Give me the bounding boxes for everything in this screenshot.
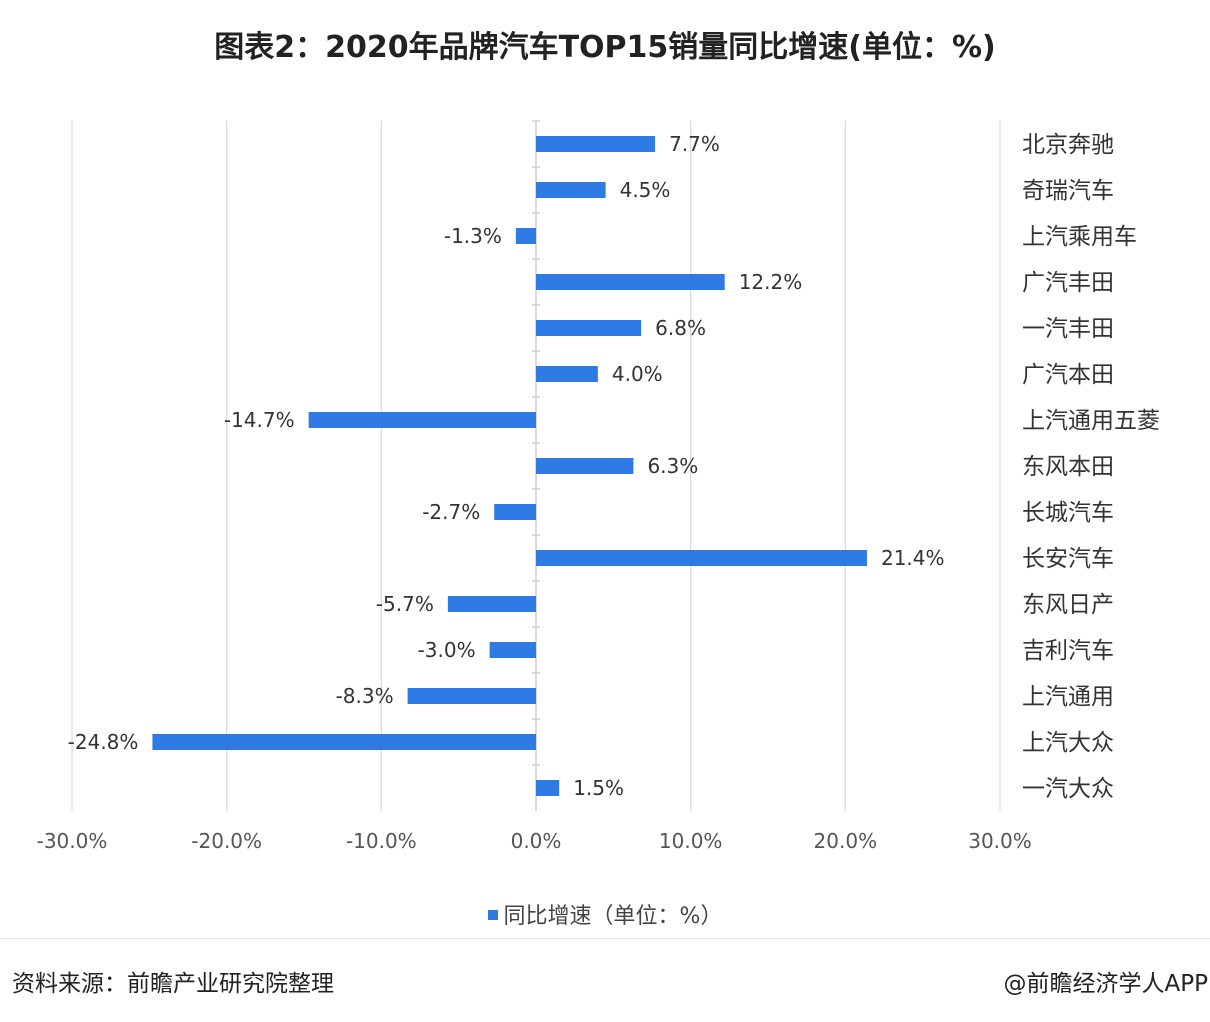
bar (536, 182, 606, 198)
category-label: 北京奔驰 (1022, 132, 1114, 158)
data-label: 21.4% (881, 546, 945, 570)
bar-chart: 7.7% 4.5% -1.3% 12.2% 6.8% 4.0% -14.7% 6.3% -2.7… (37, 120, 1160, 853)
x-tick-labels: -30.0% -20.0% -10.0% 0.0% 10.0% 20.0% 30.0% (37, 829, 1032, 853)
x-tick-label: 20.0% (814, 829, 878, 853)
bar (515, 228, 536, 244)
bar (152, 734, 536, 750)
category-label: 一汽大众 (1022, 776, 1114, 802)
data-labels: 7.7% 4.5% -1.3% 12.2% 6.8% 4.0% -14.7% 6.3% -2.7… (68, 132, 945, 800)
category-label: 奇瑞汽车 (1022, 178, 1114, 204)
x-tick-label: -20.0% (191, 829, 262, 853)
category-label: 东风日产 (1022, 592, 1114, 618)
category-label: 吉利汽车 (1022, 638, 1114, 664)
legend-label: 同比增速（单位：%） (503, 904, 723, 929)
bar (308, 412, 536, 428)
category-label: 广汽本田 (1022, 362, 1114, 388)
x-tick-label: 30.0% (968, 829, 1032, 853)
x-tick-label: 10.0% (659, 829, 723, 853)
bar (494, 504, 536, 520)
data-label: 4.5% (620, 178, 671, 202)
category-label: 上汽通用 (1022, 684, 1114, 710)
category-label: 长城汽车 (1022, 500, 1114, 526)
legend-swatch (487, 910, 498, 920)
x-tick-label: 0.0% (511, 829, 562, 853)
data-label: -2.7% (422, 500, 480, 524)
category-label: 广汽丰田 (1022, 270, 1114, 296)
credit-note: @前瞻经济学人APP (1003, 971, 1208, 997)
bar (536, 550, 867, 566)
bar (447, 596, 536, 612)
data-label: 4.0% (612, 362, 663, 386)
data-label: 6.8% (655, 316, 706, 340)
data-label: -5.7% (376, 592, 434, 616)
footer-divider (0, 938, 1210, 939)
data-label: -24.8% (68, 730, 139, 754)
data-label: -8.3% (336, 684, 394, 708)
bar (536, 366, 598, 382)
x-tick-label: -10.0% (346, 829, 417, 853)
bar (536, 274, 725, 290)
bars (152, 136, 867, 796)
source-note: 资料来源：前瞻产业研究院整理 (12, 971, 334, 997)
legend: 同比增速（单位：%） (0, 898, 1210, 930)
data-label: 7.7% (669, 132, 720, 156)
x-tick-label: -30.0% (37, 829, 108, 853)
category-label: 长安汽车 (1022, 546, 1114, 572)
bar (536, 136, 656, 152)
data-label: 6.3% (647, 454, 698, 478)
data-label: -14.7% (224, 408, 295, 432)
bar (536, 320, 642, 336)
data-label: 1.5% (573, 776, 624, 800)
chart-title: 图表2：2020年品牌汽车TOP15销量同比增速(单位：%) (214, 30, 996, 65)
category-label: 一汽丰田 (1022, 316, 1114, 342)
category-labels: 北京奔驰奇瑞汽车上汽乘用车广汽丰田一汽丰田广汽本田上汽通用五菱东风本田长城汽车长… (1022, 132, 1160, 802)
data-label: 12.2% (739, 270, 803, 294)
category-label: 上汽大众 (1022, 730, 1114, 756)
bar (536, 458, 634, 474)
category-label: 东风本田 (1022, 454, 1114, 480)
data-label: -1.3% (444, 224, 502, 248)
bar (407, 688, 536, 704)
data-label: -3.0% (418, 638, 476, 662)
bar (489, 642, 536, 658)
category-label: 上汽乘用车 (1022, 224, 1137, 250)
category-label: 上汽通用五菱 (1022, 408, 1160, 434)
bar (536, 780, 560, 796)
